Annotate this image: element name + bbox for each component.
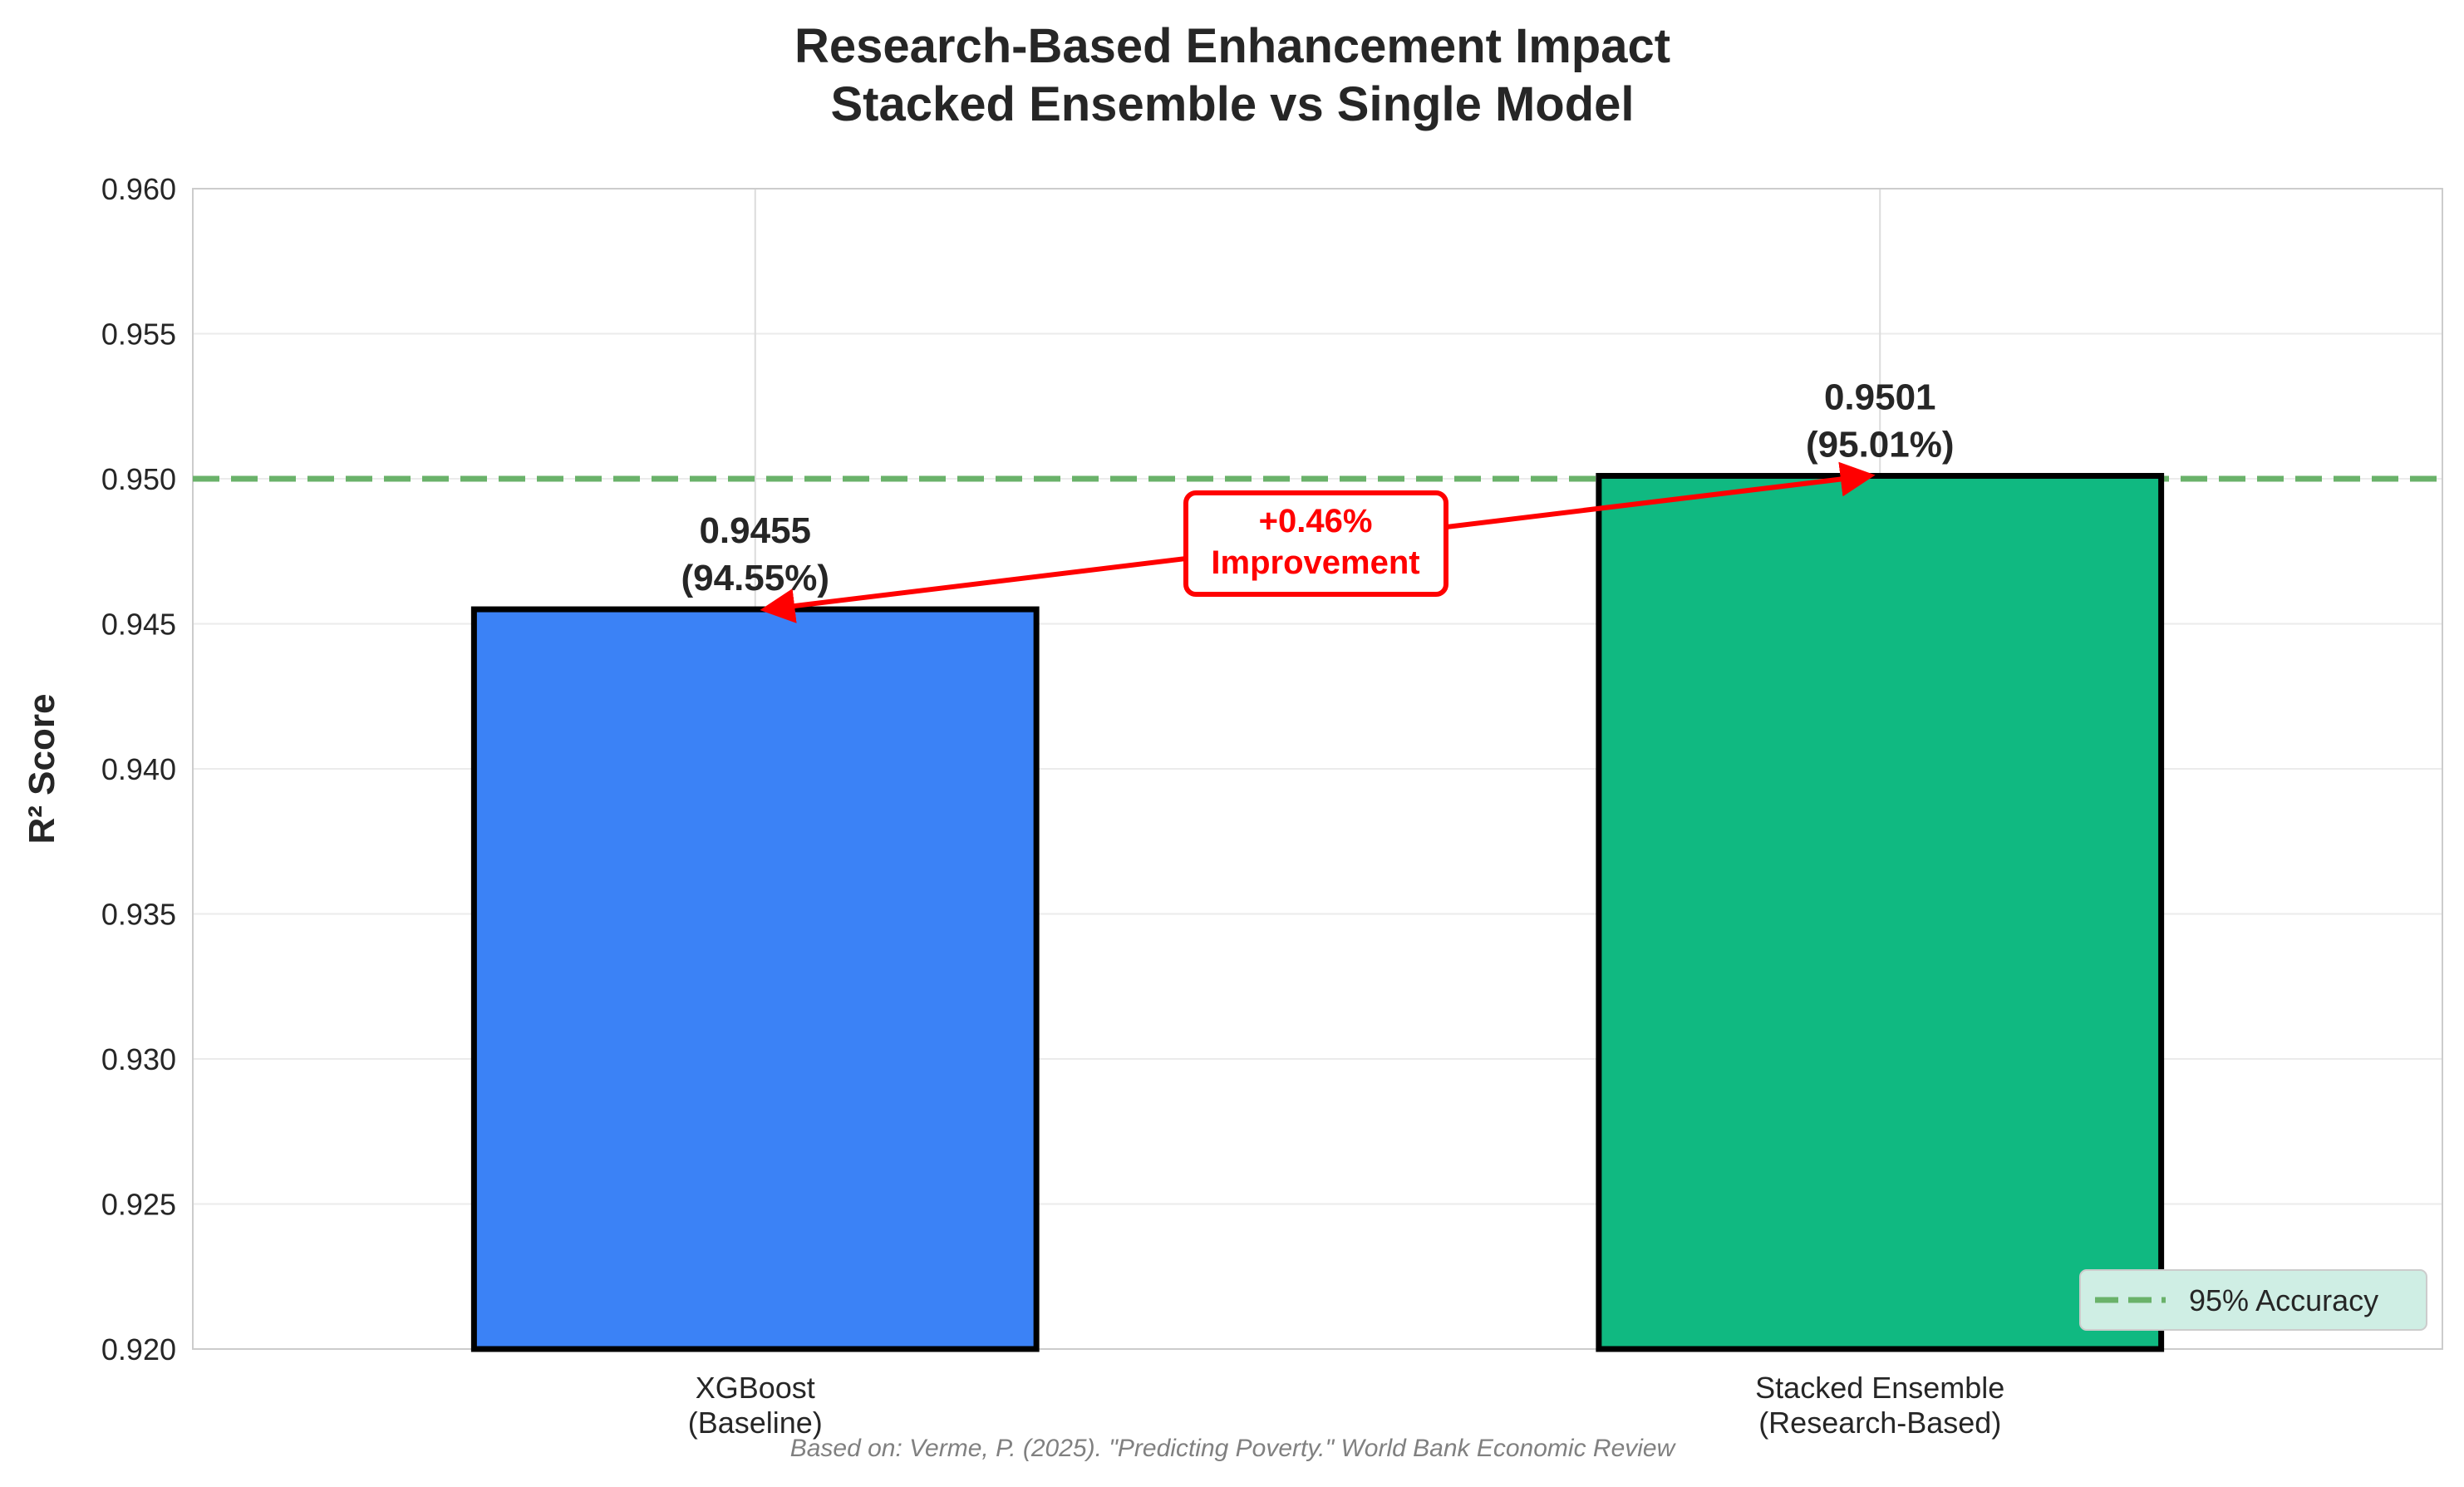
footnote: Based on: Verme, P. (2025). "Predicting … — [790, 1435, 1677, 1462]
improvement-text: Improvement — [1211, 544, 1419, 581]
y-tick-label-3: 0.935 — [101, 898, 176, 932]
data-label-1-line-0: 0.9501 — [1824, 377, 1936, 418]
legend: 95% Accuracy — [2079, 1269, 2427, 1331]
x-tick-label-0-line-0: XGBoost — [696, 1371, 815, 1405]
x-tick-label-0-line-1: (Baseline) — [688, 1406, 823, 1440]
data-label-0-line-1: (94.55%) — [681, 558, 829, 598]
improvement-annotation: +0.46% Improvement — [1183, 490, 1448, 597]
y-axis-ticks: 0.920 0.925 0.930 0.935 0.940 0.945 0.950 0.955… — [101, 172, 176, 1366]
bar-0 — [470, 606, 1040, 1352]
y-tick-label-4: 0.940 — [101, 752, 176, 786]
y-tick-label-7: 0.955 — [101, 318, 176, 352]
legend-box — [2079, 1269, 2427, 1331]
y-tick-label-6: 0.950 — [101, 462, 176, 496]
y-tick-label-2: 0.930 — [101, 1042, 176, 1076]
legend-label: 95% Accuracy — [2189, 1283, 2378, 1317]
data-label-0-line-0: 0.9455 — [699, 510, 811, 551]
improvement-value: +0.46% — [1259, 503, 1373, 539]
y-tick-label-1: 0.925 — [101, 1188, 176, 1222]
data-label-1-line-1: (95.01%) — [1806, 425, 1955, 465]
bars — [470, 473, 2165, 1352]
y-tick-label-8: 0.960 — [101, 172, 176, 206]
x-axis-ticks: XGBoost(Baseline) Stacked Ensemble(Resear… — [688, 1371, 2005, 1440]
chart-title-line-2: Stacked Ensemble vs Single Model — [831, 77, 1635, 131]
plot-frame — [192, 188, 2443, 1350]
y-axis-label: R² Score — [22, 694, 62, 844]
improvement-box — [1183, 490, 1448, 597]
y-tick-label-0: 0.920 — [101, 1332, 176, 1366]
x-tick-label-1-line-0: Stacked Ensemble — [1755, 1371, 2004, 1405]
chart-title-line-1: Research-Based Enhancement Impact — [794, 19, 1670, 73]
bar-1 — [1596, 473, 2165, 1352]
x-tick-label-1-line-1: (Research-Based) — [1758, 1406, 2001, 1440]
y-tick-label-5: 0.945 — [101, 608, 176, 642]
